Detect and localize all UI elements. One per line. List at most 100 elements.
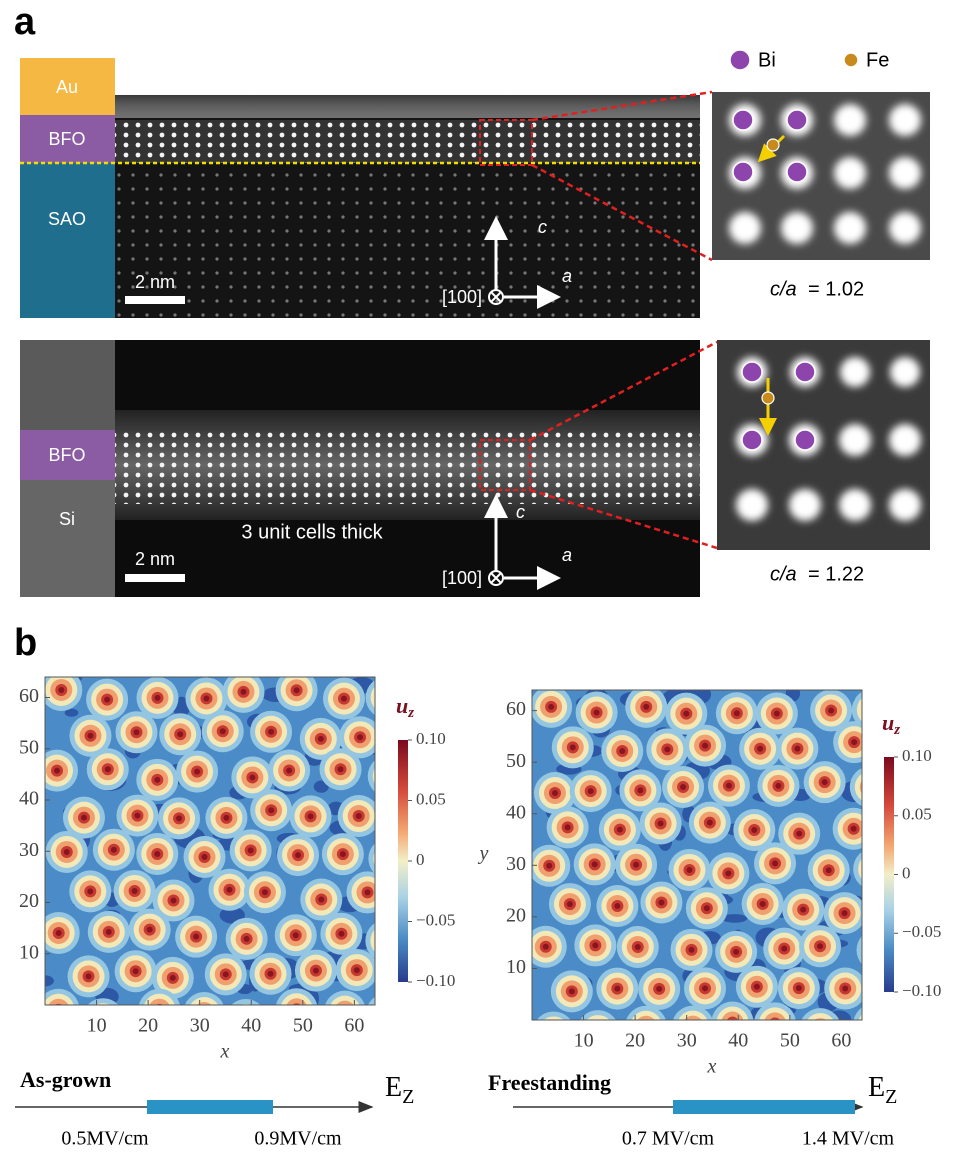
x-tick-label: 10	[574, 1030, 594, 1052]
legend-marker	[730, 50, 750, 70]
colorbar-tick-label: 0.05	[416, 789, 446, 808]
skyrmion	[423, 760, 445, 782]
skyrmion	[614, 986, 620, 992]
skyrmion	[423, 930, 445, 952]
colorbar-tick-label: −0.05	[416, 910, 455, 929]
skyrmion	[909, 1020, 915, 1026]
colorbar-label-main: u	[396, 693, 408, 718]
skyrmion	[410, 673, 452, 715]
colorbar-label: uz	[396, 693, 414, 721]
skyrmion	[338, 931, 344, 937]
skyrmion	[376, 687, 398, 709]
skyrmion	[418, 925, 450, 957]
ratio-value: = 1.22	[808, 563, 864, 585]
inset-top	[712, 92, 930, 260]
skyrmion	[592, 861, 598, 867]
skyrmion	[420, 683, 442, 705]
skyrmion	[384, 1011, 390, 1017]
skyrmion	[428, 765, 440, 777]
x-tick-label: 60	[831, 1030, 851, 1052]
colorbar-tick-label: −0.10	[902, 981, 941, 1000]
skyrmion	[912, 693, 934, 715]
colorbar-label-main: u	[882, 710, 894, 735]
skyrmion	[449, 811, 461, 823]
y-tick-label: 20	[506, 904, 526, 926]
skyrmion	[410, 727, 416, 733]
skyrmion	[643, 704, 649, 710]
y-tick-label: 50	[506, 750, 526, 772]
colorbar-tick-label: −0.10	[416, 971, 455, 990]
skyrmion	[567, 901, 573, 907]
field-high: 0.9MV/cm	[254, 1128, 342, 1150]
skyrmion	[313, 968, 319, 974]
x-tick-label: 40	[728, 1030, 748, 1052]
skyrmion	[702, 743, 708, 749]
skyrmion	[707, 820, 713, 826]
skyrmion	[104, 697, 110, 703]
skyrmion	[446, 734, 458, 746]
skyrmion	[704, 905, 710, 911]
panel-label: b	[14, 622, 37, 664]
skyrmion	[592, 942, 598, 948]
skyrmion	[194, 769, 200, 775]
y-tick-label: 30	[19, 839, 39, 861]
skyrmion	[635, 944, 641, 950]
axis-label: a	[562, 266, 572, 286]
skyrmion	[702, 985, 708, 991]
field-high: 1.4 MV/cm	[802, 1128, 895, 1150]
skyrmion	[86, 973, 92, 979]
skyrmion	[546, 863, 552, 869]
skyrmion	[658, 820, 664, 826]
skyrmion	[340, 851, 346, 857]
skyrmion	[364, 889, 370, 895]
field-low: 0.5MV/cm	[61, 1128, 149, 1150]
skyrmion	[170, 975, 176, 981]
skyrmion	[872, 944, 884, 956]
skyrmion	[356, 813, 362, 819]
scale-label: 2 nm	[135, 272, 175, 292]
ratio-label: c/a	[770, 278, 797, 300]
skyrmion	[855, 771, 887, 803]
skyrmion	[842, 985, 848, 991]
skyrmion	[548, 1026, 560, 1038]
skyrmion	[386, 856, 392, 862]
skyrmion	[177, 731, 183, 737]
skyrmion	[451, 893, 457, 899]
skyrmion	[444, 806, 466, 828]
skyrmion	[781, 946, 787, 952]
skyrmion	[875, 947, 881, 953]
skyrmion	[409, 995, 441, 1027]
colorbar-label-sub: z	[407, 705, 414, 721]
layer-label: Si	[59, 509, 75, 529]
skyrmion	[223, 971, 229, 977]
x-axis-label: x	[220, 1041, 230, 1063]
skyrmion	[569, 988, 575, 994]
skyrmion	[294, 1006, 300, 1012]
skyrmion	[48, 999, 70, 1021]
skyrmion	[244, 936, 250, 942]
skyrmion	[935, 899, 956, 921]
skyrmion	[371, 998, 403, 1030]
skyrmion	[751, 827, 757, 833]
skyrmion	[595, 1028, 601, 1034]
skyrmion	[64, 849, 70, 855]
skyrmion	[443, 885, 465, 907]
skyrmion	[132, 888, 138, 894]
skyrmion	[548, 704, 554, 710]
skyrmion	[375, 930, 397, 952]
x-tick-label: 10	[87, 1015, 107, 1037]
page: { "panel_a": { "label": "a", "legend": {…	[0, 0, 956, 1158]
skyrmion	[240, 689, 246, 695]
skyrmion	[594, 710, 600, 716]
skyrmion	[664, 746, 670, 752]
skyrmion	[907, 847, 939, 879]
skyrmion	[87, 888, 93, 894]
panel-label: a	[14, 1, 36, 43]
skyrmion	[538, 1016, 570, 1048]
skyrmion	[932, 814, 954, 836]
skyrmion	[910, 941, 932, 963]
skyrmion	[414, 1000, 436, 1022]
skyrmion	[58, 687, 64, 693]
y-tick-label: 30	[506, 853, 526, 875]
maps: 102030405060102030405060xuz0.100.050−0.0…	[15, 669, 956, 1150]
